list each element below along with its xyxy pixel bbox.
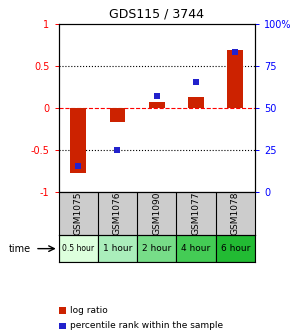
Text: GSM1075: GSM1075 <box>74 192 83 235</box>
Text: GSM1076: GSM1076 <box>113 192 122 235</box>
Text: 2 hour: 2 hour <box>142 244 171 253</box>
Bar <box>59 235 98 262</box>
Bar <box>110 108 125 122</box>
Bar <box>70 108 86 173</box>
Bar <box>98 235 137 262</box>
Bar <box>216 235 255 262</box>
Text: 6 hour: 6 hour <box>221 244 250 253</box>
Text: GSM1090: GSM1090 <box>152 192 161 235</box>
Text: time: time <box>9 244 31 254</box>
Bar <box>149 101 165 108</box>
Bar <box>176 235 216 262</box>
Bar <box>137 235 176 262</box>
Text: GSM1078: GSM1078 <box>231 192 240 235</box>
Bar <box>227 50 243 108</box>
Text: 0.5 hour: 0.5 hour <box>62 244 94 253</box>
Bar <box>188 97 204 108</box>
Title: GDS115 / 3744: GDS115 / 3744 <box>109 8 204 21</box>
Text: log ratio: log ratio <box>70 306 108 315</box>
Text: 4 hour: 4 hour <box>181 244 211 253</box>
Text: percentile rank within the sample: percentile rank within the sample <box>70 322 224 330</box>
Text: 1 hour: 1 hour <box>103 244 132 253</box>
Text: GSM1077: GSM1077 <box>192 192 200 235</box>
